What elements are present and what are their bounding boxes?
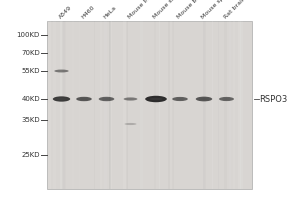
Ellipse shape (172, 97, 188, 101)
Bar (233, 21, 235, 189)
Bar (218, 21, 219, 189)
Text: Mouse brain: Mouse brain (176, 0, 207, 20)
Bar (159, 21, 161, 189)
Bar (110, 21, 112, 189)
Ellipse shape (76, 97, 92, 101)
Bar (62, 21, 65, 189)
Text: H460: H460 (80, 5, 96, 20)
Bar (94, 21, 95, 189)
Text: Mouse spinal cord: Mouse spinal cord (200, 0, 244, 20)
Ellipse shape (99, 97, 114, 101)
Text: A549: A549 (58, 5, 73, 20)
Bar (72, 21, 74, 189)
Ellipse shape (149, 98, 163, 100)
Ellipse shape (54, 70, 69, 72)
Ellipse shape (56, 98, 67, 100)
Bar (238, 21, 241, 189)
Ellipse shape (53, 96, 70, 102)
Bar (203, 21, 206, 189)
Bar (205, 21, 206, 189)
Text: 100KD: 100KD (17, 32, 40, 38)
Text: 40KD: 40KD (21, 96, 40, 102)
Text: 25KD: 25KD (21, 152, 40, 158)
Text: HeLa: HeLa (103, 5, 118, 20)
Bar (140, 21, 143, 189)
Bar (170, 21, 173, 189)
Bar (124, 21, 127, 189)
Bar (154, 21, 156, 189)
Bar (240, 21, 243, 189)
Bar (53, 21, 56, 189)
Bar (65, 21, 66, 189)
Bar (109, 21, 112, 189)
Text: RSPO3: RSPO3 (260, 95, 288, 104)
Text: Mouse skin: Mouse skin (152, 0, 181, 20)
Bar (126, 21, 128, 189)
Ellipse shape (124, 97, 137, 101)
Bar (212, 21, 213, 189)
Bar (109, 21, 110, 189)
Text: 35KD: 35KD (21, 117, 40, 123)
Bar (104, 21, 107, 189)
Ellipse shape (124, 123, 136, 125)
Bar (60, 21, 63, 189)
Bar (48, 21, 51, 189)
Bar (79, 21, 80, 189)
Ellipse shape (145, 96, 167, 102)
Ellipse shape (79, 98, 89, 100)
Ellipse shape (219, 97, 234, 101)
Bar (172, 21, 174, 189)
Ellipse shape (196, 97, 212, 101)
Ellipse shape (222, 98, 231, 100)
Text: Mouse liver: Mouse liver (127, 0, 156, 20)
Text: 70KD: 70KD (21, 50, 40, 56)
Text: 55KD: 55KD (21, 68, 40, 74)
Bar (100, 21, 103, 189)
Ellipse shape (175, 98, 185, 100)
Ellipse shape (199, 98, 209, 100)
Ellipse shape (126, 98, 135, 100)
Bar (46, 21, 252, 189)
Bar (224, 21, 226, 189)
Bar (168, 21, 169, 189)
Ellipse shape (102, 98, 111, 100)
Text: Rat brain: Rat brain (223, 0, 247, 20)
Bar (229, 21, 231, 189)
